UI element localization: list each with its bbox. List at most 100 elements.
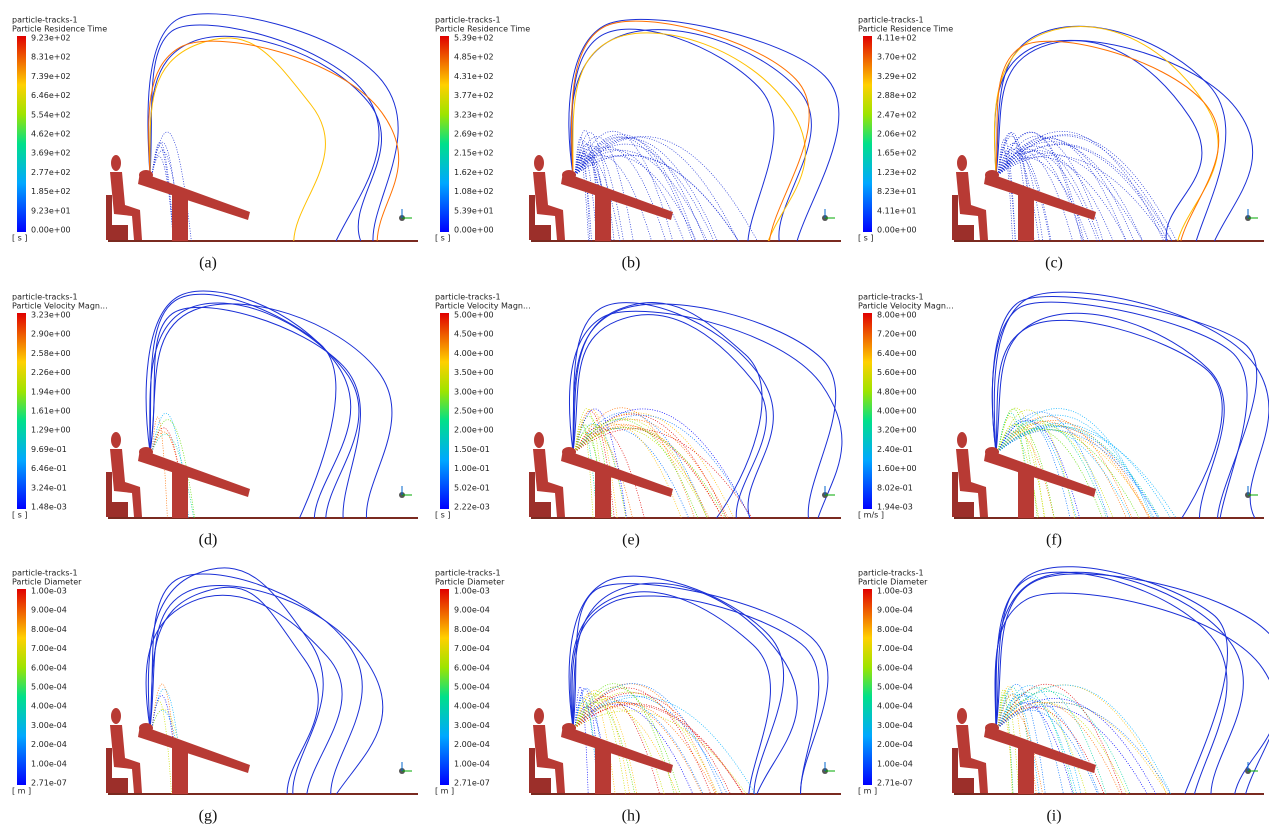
particle-track (571, 20, 810, 242)
particle-track (572, 582, 798, 795)
colorbar-label: 0.00e+00 (877, 226, 917, 235)
particle-arc (574, 702, 716, 795)
particle-track (572, 303, 837, 519)
colorbar-label: 1.62e+02 (454, 168, 494, 177)
lying-head (562, 723, 576, 733)
particle-arc (997, 135, 1104, 242)
pedestal (1018, 190, 1034, 241)
colorbar-label: 3.23e+00 (31, 311, 71, 320)
caption: (a) (199, 255, 217, 272)
lying-head (985, 170, 999, 180)
colorbar (440, 36, 449, 232)
particle-arc (574, 703, 744, 795)
particle-arc (997, 146, 1013, 242)
colorbar-label: 5.60e+00 (877, 368, 917, 377)
caption: (b) (622, 255, 641, 272)
legend-quantity: Particle Velocity Magn... (435, 302, 531, 311)
particle-track (149, 37, 326, 242)
particle-track (149, 306, 361, 519)
colorbar-label: 6.00e-04 (31, 663, 67, 672)
particle-track (149, 303, 393, 519)
particle-arc (574, 136, 694, 242)
particle-arc (997, 138, 1135, 242)
colorbar-label: 4.11e+02 (877, 34, 917, 43)
unit: [ m ] (858, 787, 877, 796)
particle-arc (574, 703, 694, 795)
seated-body (110, 725, 142, 793)
particle-arc (997, 411, 1109, 519)
colorbar-label: 2.50e+00 (454, 407, 494, 416)
particle-arc (574, 701, 636, 795)
particle-arc (997, 706, 1105, 795)
colorbar (863, 589, 872, 785)
seat (952, 195, 974, 240)
colorbar-label: 1.94e+00 (31, 387, 71, 396)
colorbar-label: 3.00e+00 (454, 387, 494, 396)
colorbar-label: 2.90e+00 (31, 330, 71, 339)
seated-body (110, 449, 142, 517)
colorbar-label: 2.47e+02 (877, 110, 917, 119)
colorbar-label: 2.00e-04 (877, 740, 913, 749)
particle-arc (574, 143, 609, 242)
caption: (i) (1046, 808, 1061, 825)
unit: [ m ] (12, 787, 31, 796)
colorbar-label: 4.50e+00 (454, 330, 494, 339)
bed (561, 449, 673, 497)
particle-arc (574, 148, 685, 242)
legend-source: particle-tracks-1 (12, 569, 78, 578)
particle-track (568, 19, 840, 242)
legend-source: particle-tracks-1 (435, 569, 501, 578)
colorbar (17, 589, 26, 785)
bed (984, 172, 1096, 220)
particle-arc (997, 684, 1168, 795)
colorbar-label: 3.70e+02 (877, 53, 917, 62)
particle-track (572, 302, 763, 519)
legend-quantity: Particle Diameter (858, 578, 928, 587)
particle-track (995, 40, 1203, 242)
bed (138, 725, 250, 773)
particle-arc (997, 424, 1046, 519)
colorbar-label: 8.02e-01 (877, 483, 913, 492)
seat (529, 748, 551, 793)
colorbar-label: 7.00e-04 (31, 644, 67, 653)
particle-track (993, 291, 1269, 519)
caption: (h) (622, 808, 641, 825)
colorbar-label: 1.65e+02 (877, 149, 917, 158)
particle-track (570, 29, 812, 242)
unit: [ s ] (435, 234, 451, 243)
legend-source: particle-tracks-1 (12, 293, 78, 302)
caption: (c) (1045, 255, 1063, 272)
particle-track (149, 302, 360, 519)
colorbar-label: 3.29e+02 (877, 72, 917, 81)
particle-arc (574, 154, 592, 242)
particle-arc (574, 408, 618, 519)
particle-arc (574, 696, 660, 795)
colorbar-label: 4.85e+02 (454, 53, 494, 62)
particle-arc (151, 433, 195, 519)
colorbar-label: 6.40e+00 (877, 349, 917, 358)
bed (138, 449, 250, 497)
colorbar-label: 5.00e-04 (877, 683, 913, 692)
colorbar-label: 8.23e+01 (877, 187, 917, 196)
colorbar-label: 6.46e-01 (31, 464, 67, 473)
colorbar (440, 313, 449, 509)
legend-source: particle-tracks-1 (435, 293, 501, 302)
pedestal (172, 190, 188, 241)
lying-head (985, 447, 999, 457)
seated-head (534, 708, 544, 724)
particle-arc (574, 423, 710, 519)
particle-track (995, 25, 1227, 242)
particle-arc (151, 695, 179, 795)
particle-arc (997, 428, 1140, 519)
colorbar-label: 2.40e-01 (877, 445, 913, 454)
colorbar-label: 8.00e-04 (31, 625, 67, 634)
particle-arc (574, 134, 696, 242)
colorbar-label: 2.77e+02 (31, 168, 71, 177)
colorbar-label: 1.00e-01 (454, 464, 490, 473)
particle-arc (574, 693, 627, 795)
seated-head (957, 432, 967, 448)
particle-track (572, 314, 767, 519)
